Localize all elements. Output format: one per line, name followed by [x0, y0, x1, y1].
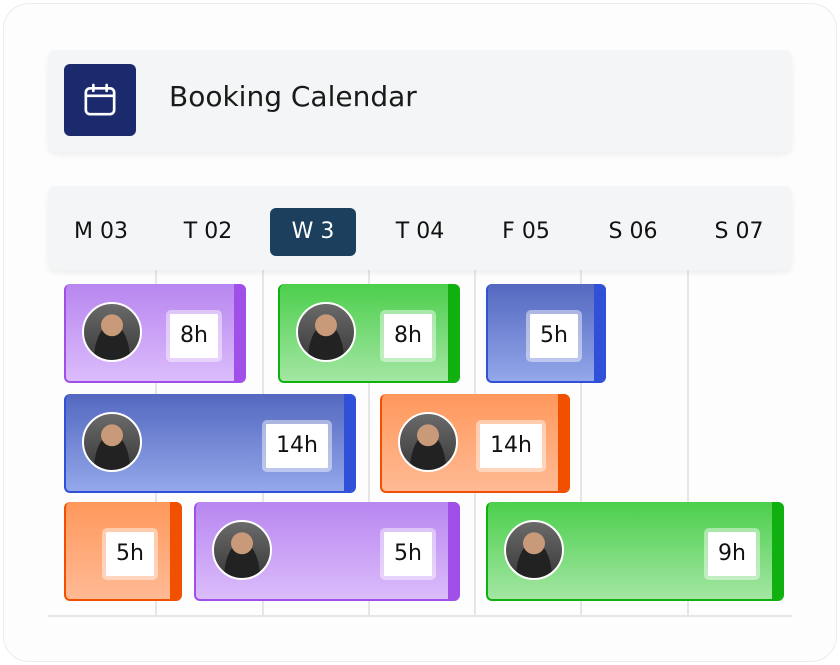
avatar [82, 412, 142, 472]
avatar [212, 520, 272, 580]
avatar [82, 302, 142, 362]
grid-bottom-line [48, 615, 792, 617]
booking-block[interactable]: 8h [64, 284, 246, 383]
booking-block[interactable]: 9h [486, 502, 784, 601]
hours-badge: 5h [526, 310, 582, 362]
day-tab-6[interactable]: S 07 [714, 219, 764, 244]
page-title: Booking Calendar [169, 80, 417, 113]
resize-handle[interactable] [772, 502, 784, 599]
booking-block[interactable]: 5h [486, 284, 606, 383]
day-tab-5[interactable]: S 06 [608, 219, 658, 244]
day-tab-3[interactable]: T 04 [395, 219, 445, 244]
resize-handle[interactable] [594, 284, 606, 381]
hours-badge: 14h [262, 420, 332, 472]
booking-block[interactable]: 14h [380, 394, 570, 493]
hours-badge: 9h [704, 528, 760, 580]
booking-block[interactable]: 5h [194, 502, 460, 601]
resize-handle[interactable] [170, 502, 182, 599]
resize-handle[interactable] [234, 284, 246, 381]
hours-badge: 8h [380, 310, 436, 362]
day-tab-4[interactable]: F 05 [502, 219, 550, 244]
grid-column-line [368, 270, 370, 616]
hours-badge: 5h [102, 528, 158, 580]
resize-handle[interactable] [558, 394, 570, 491]
avatar [504, 520, 564, 580]
calendar-icon [64, 64, 136, 136]
booking-block[interactable]: 8h [278, 284, 460, 383]
resize-handle[interactable] [344, 394, 356, 491]
avatar [296, 302, 356, 362]
hours-badge: 14h [476, 420, 546, 472]
day-selector: M 03 T 02 W 3 T 04 F 05 S 06 S 07 [48, 186, 792, 270]
resize-handle[interactable] [448, 284, 460, 381]
grid-column-line [687, 270, 689, 616]
calendar-header: Booking Calendar [48, 50, 792, 152]
avatar [398, 412, 458, 472]
day-tab-0[interactable]: M 03 [74, 219, 128, 244]
hours-badge: 8h [166, 310, 222, 362]
booking-block[interactable]: 14h [64, 394, 356, 493]
hours-badge: 5h [380, 528, 436, 580]
day-tab-2[interactable]: W 3 [270, 208, 356, 256]
booking-block[interactable]: 5h [64, 502, 182, 601]
grid-column-line [580, 270, 582, 616]
day-tab-1[interactable]: T 02 [183, 219, 233, 244]
resize-handle[interactable] [448, 502, 460, 599]
